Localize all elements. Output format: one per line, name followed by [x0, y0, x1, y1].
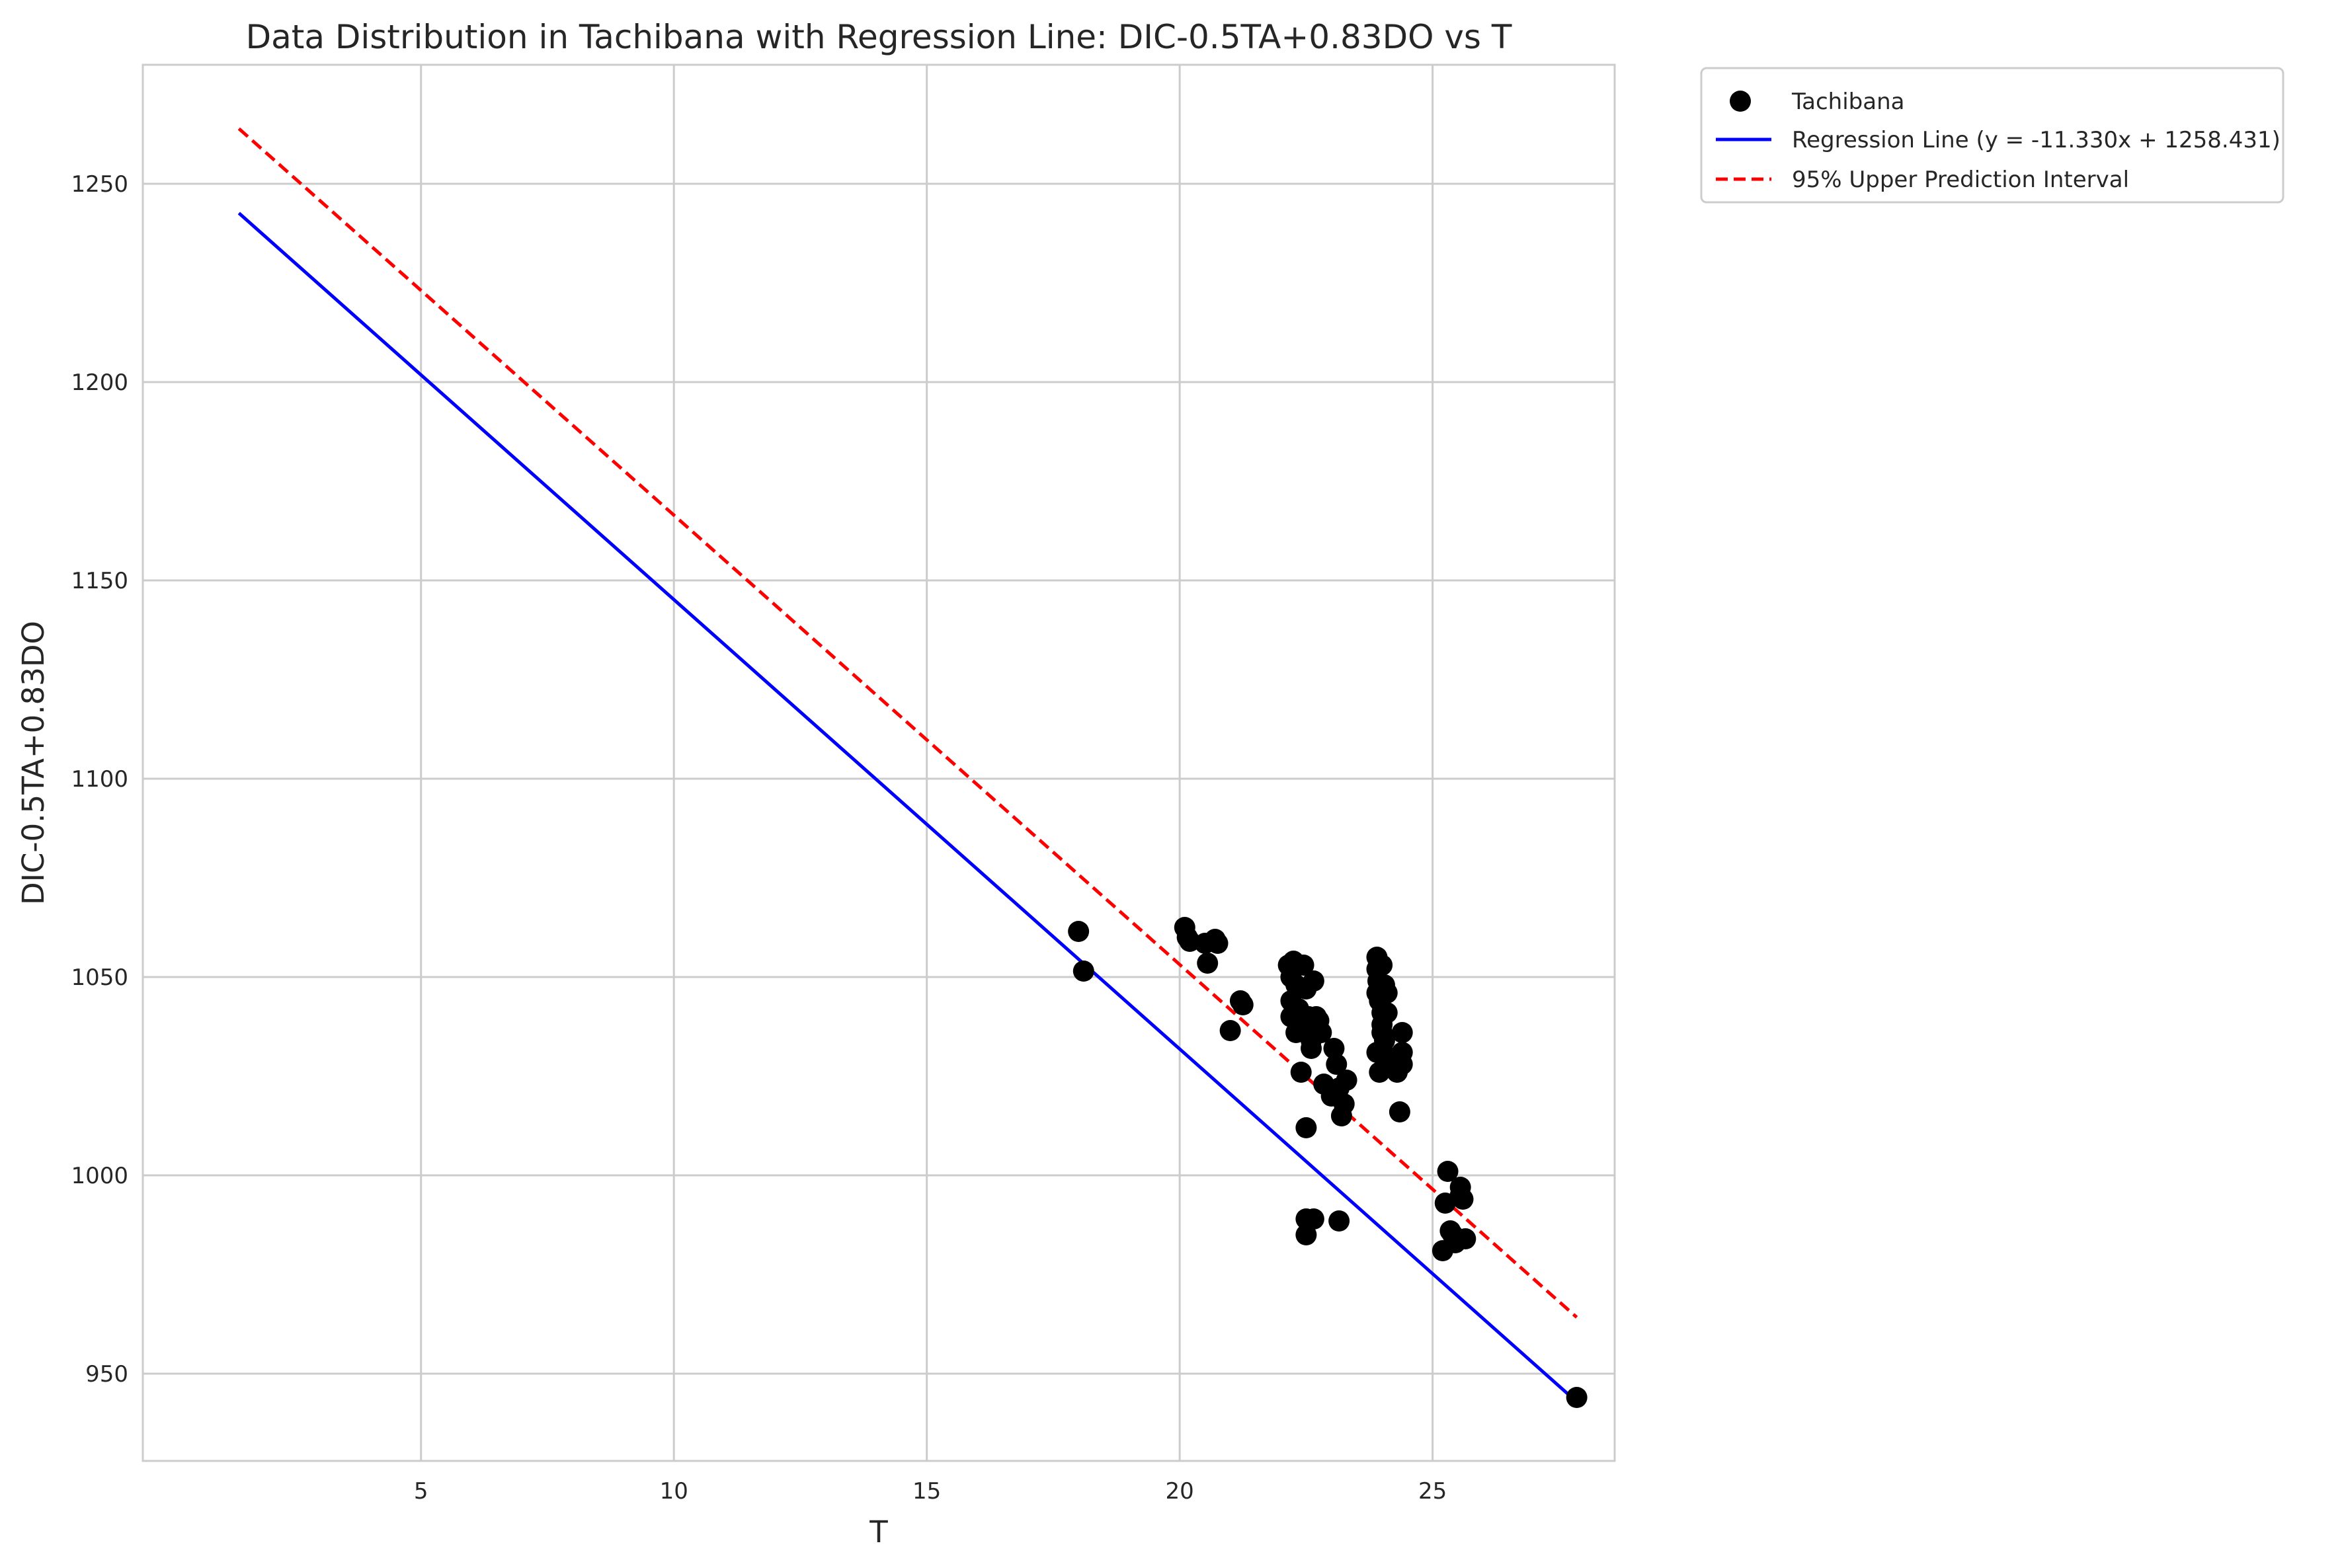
data-point: [1303, 970, 1324, 992]
y-tick-label: 1250: [71, 171, 128, 198]
data-point: [1232, 994, 1254, 1015]
y-tick-label: 1200: [71, 370, 128, 396]
data-point: [1371, 955, 1393, 976]
y-tick-label: 1150: [71, 568, 128, 594]
data-point: [1334, 1093, 1355, 1115]
y-tick-label: 1000: [71, 1163, 128, 1189]
y-tick-label: 1050: [71, 964, 128, 991]
legend-label-regression: Regression Line (y = -11.330x + 1258.431…: [1792, 127, 2281, 153]
chart-title: Data Distribution in Tachibana with Regr…: [246, 18, 1512, 56]
y-tick-label: 950: [85, 1361, 128, 1388]
y-tick-label: 1100: [71, 766, 128, 793]
legend-label-tachibana: Tachibana: [1791, 89, 1904, 115]
data-point: [1291, 1062, 1312, 1083]
x-tick-label: 5: [414, 1478, 428, 1505]
data-point: [1303, 1208, 1324, 1230]
data-point: [1197, 953, 1218, 974]
data-point: [1455, 1228, 1476, 1249]
data-point: [1377, 982, 1398, 1003]
legend: Tachibana Regression Line (y = -11.330x …: [1701, 68, 2283, 202]
data-point: [1453, 1189, 1474, 1210]
plot-area: [143, 65, 1615, 1461]
data-point: [1566, 1387, 1588, 1408]
data-point: [1328, 1210, 1350, 1232]
data-point: [1389, 1101, 1410, 1122]
data-point: [1068, 921, 1089, 942]
data-point: [1336, 1070, 1357, 1091]
y-axis-label: DIC-0.5TA+0.83DO: [16, 621, 51, 905]
data-point: [1073, 960, 1094, 982]
legend-marker-tachibana: [1730, 91, 1751, 112]
x-axis-label: T: [869, 1514, 888, 1549]
x-tick-label: 20: [1166, 1478, 1194, 1505]
data-point: [1295, 1117, 1316, 1138]
x-tick-label: 25: [1418, 1478, 1447, 1505]
legend-label-upper-interval: 95% Upper Prediction Interval: [1792, 167, 2129, 193]
data-point: [1392, 1054, 1413, 1075]
x-tick-label: 15: [912, 1478, 941, 1505]
data-point: [1207, 933, 1229, 954]
data-point: [1377, 1002, 1398, 1023]
data-point: [1392, 1022, 1413, 1043]
data-point: [1220, 1020, 1241, 1041]
x-tick-label: 10: [660, 1478, 688, 1505]
